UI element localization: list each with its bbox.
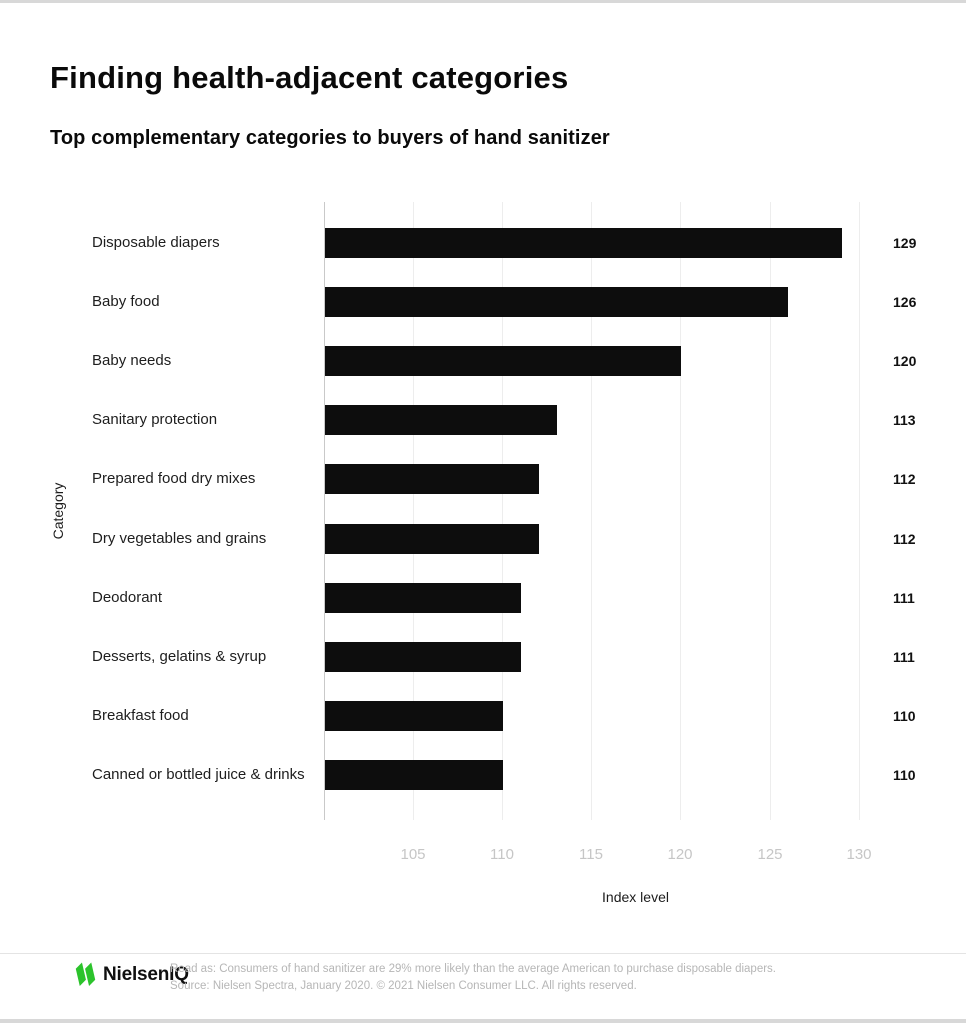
bar — [325, 346, 681, 376]
category-label: Desserts, gelatins & syrup — [92, 648, 267, 665]
bar-value-label: 129 — [893, 235, 917, 251]
grid-line — [591, 202, 592, 820]
bar — [325, 524, 539, 554]
x-tick-label: 125 — [757, 846, 783, 863]
grid-line — [859, 202, 860, 820]
bar-value-label: 110 — [893, 708, 916, 724]
bar — [325, 228, 842, 258]
y-axis-title: Category — [50, 482, 66, 540]
bar-value-label: 112 — [893, 531, 916, 547]
bar-value-label: 111 — [893, 649, 915, 665]
page-subtitle: Top complementary categories to buyers o… — [50, 127, 610, 149]
grid-line — [680, 202, 681, 820]
x-tick-label: 120 — [667, 846, 693, 863]
bar — [325, 287, 788, 317]
category-label: Canned or bottled juice & drinks — [92, 766, 305, 783]
x-axis-title: Index level — [602, 889, 669, 905]
bar-value-label: 126 — [893, 294, 917, 310]
bar — [325, 642, 521, 672]
bar — [325, 464, 539, 494]
footer-source: Source: Nielsen Spectra, January 2020. ©… — [170, 980, 637, 992]
bar — [325, 760, 503, 790]
x-tick-label: 110 — [490, 846, 514, 863]
bar — [325, 701, 503, 731]
page-title: Finding health-adjacent categories — [50, 60, 569, 95]
nielseniq-logo-text: NielsenIQ — [103, 963, 189, 985]
category-label: Disposable diapers — [92, 234, 220, 251]
category-label: Deodorant — [92, 589, 163, 606]
bar-value-label: 111 — [893, 590, 915, 606]
x-tick-label: 105 — [400, 846, 426, 863]
grid-line — [770, 202, 771, 820]
bar-value-label: 120 — [893, 353, 917, 369]
footer-read-as: Read as: Consumers of hand sanitizer are… — [170, 963, 777, 975]
bar — [325, 583, 521, 613]
bar-value-label: 112 — [893, 471, 916, 487]
category-label: Dry vegetables and grains — [92, 530, 267, 547]
category-label: Sanitary protection — [92, 411, 218, 428]
category-label: Breakfast food — [92, 707, 189, 724]
y-axis-line — [324, 202, 325, 820]
y-axis-title-box: Category — [8, 461, 108, 561]
category-label: Baby food — [92, 293, 160, 310]
footer-divider — [0, 953, 966, 954]
bottom-edge-border — [0, 1019, 966, 1023]
category-label: Prepared food dry mixes — [92, 470, 256, 487]
nielseniq-mark-icon — [74, 961, 97, 988]
x-tick-label: 130 — [846, 846, 872, 863]
bar-value-label: 113 — [893, 412, 916, 428]
grid-line — [413, 202, 414, 820]
bar — [325, 405, 557, 435]
bar-value-label: 110 — [893, 767, 916, 783]
nielseniq-logo: NielsenIQ — [74, 961, 189, 988]
top-edge-border — [0, 0, 966, 3]
grid-line — [502, 202, 503, 820]
footer-notes: Read as: Consumers of hand sanitizer are… — [170, 961, 776, 995]
category-label: Baby needs — [92, 352, 172, 369]
x-tick-label: 115 — [579, 846, 603, 863]
